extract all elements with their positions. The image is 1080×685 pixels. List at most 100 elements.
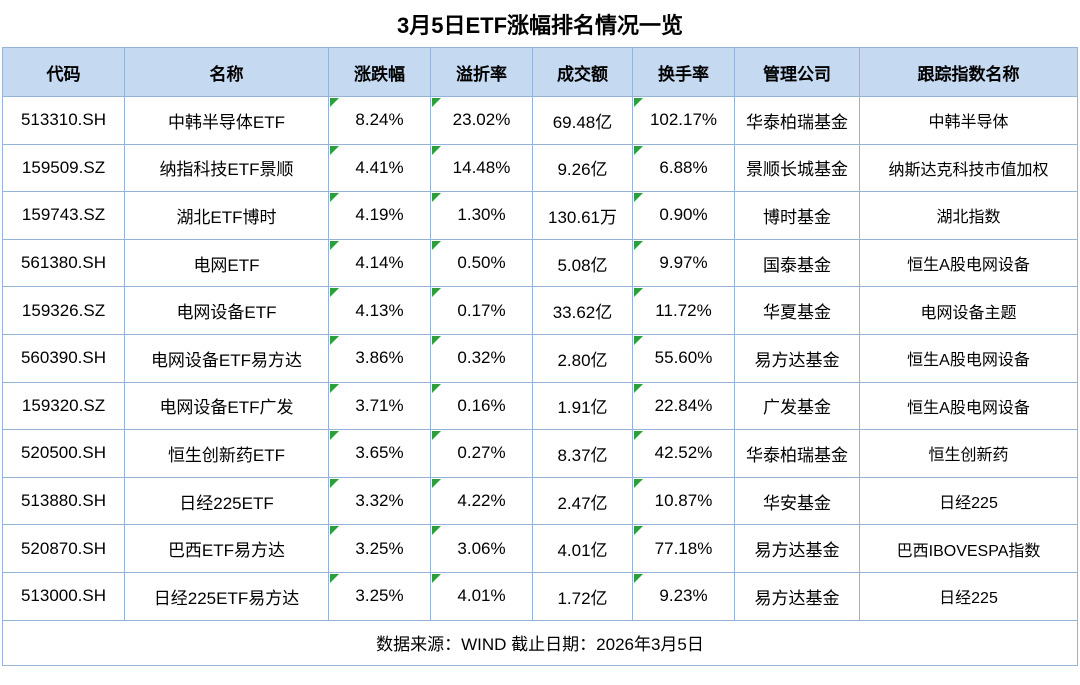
cell-change: 3.71% xyxy=(328,381,431,431)
header-cell-company: 管理公司 xyxy=(734,47,860,97)
text-format-corner-flag-icon xyxy=(634,526,643,536)
cell-turnover: 11.72% xyxy=(632,286,735,335)
cell-company: 易方达基金 xyxy=(734,333,860,383)
cell-code: 513310.SH xyxy=(2,96,125,145)
cell-name: 电网设备ETF xyxy=(124,286,329,335)
cell-code: 513000.SH xyxy=(2,571,125,621)
cell-change: 4.14% xyxy=(328,238,431,288)
cell-company: 景顺长城基金 xyxy=(734,143,860,193)
cell-code: 520870.SH xyxy=(2,524,125,573)
text-format-corner-flag-icon xyxy=(330,98,339,107)
table-row: 513000.SH 日经225ETF易方达 3.25% 4.01% 1.72亿 9.23%… xyxy=(2,571,1078,621)
text-format-corner-flag-icon xyxy=(634,573,643,583)
cell-code: 561380.SH xyxy=(2,238,125,288)
table-row: 513310.SH 中韩半导体ETF 8.24% 23.02% 69.48亿 102.17… xyxy=(2,96,1078,145)
table-row: 560390.SH 电网设备ETF易方达 3.86% 0.32% 2.80亿 55.60%… xyxy=(2,333,1078,383)
table-body: 513310.SH 中韩半导体ETF 8.24% 23.02% 69.48亿 102.17… xyxy=(2,96,1078,621)
cell-name: 电网ETF xyxy=(124,238,329,288)
cell-index: 湖北指数 xyxy=(859,191,1078,240)
text-format-corner-flag-icon xyxy=(330,573,339,583)
cell-premium: 1.30% xyxy=(430,191,533,240)
cell-company: 华泰柏瑞基金 xyxy=(734,429,860,478)
cell-change: 3.65% xyxy=(328,429,431,478)
cell-turnover: 10.87% xyxy=(632,476,735,526)
header-cell-turnover: 换手率 xyxy=(632,47,735,97)
text-format-corner-flag-icon xyxy=(330,335,339,345)
text-format-corner-flag-icon xyxy=(634,431,643,441)
table-row: 520500.SH 恒生创新药ETF 3.65% 0.27% 8.37亿 42.52% 华泰… xyxy=(2,429,1078,478)
cell-company: 易方达基金 xyxy=(734,524,860,573)
header-cell-change: 涨跌幅 xyxy=(328,47,431,97)
cell-turnover: 0.90% xyxy=(632,191,735,240)
cell-name: 电网设备ETF广发 xyxy=(124,381,329,431)
page-title: 3月5日ETF涨幅排名情况一览 xyxy=(396,12,684,38)
table-row: 561380.SH 电网ETF 4.14% 0.50% 5.08亿 9.97% 国泰基金 恒生… xyxy=(2,238,1078,288)
table-row: 159743.SZ 湖北ETF博时 4.19% 1.30% 130.61万 0.90% 博时… xyxy=(2,191,1078,240)
table-row: 520870.SH 巴西ETF易方达 3.25% 3.06% 4.01亿 77.18% 易方… xyxy=(2,524,1078,573)
cell-volume: 4.01亿 xyxy=(532,524,633,573)
cell-volume: 33.62亿 xyxy=(532,286,633,335)
header-cell-premium: 溢折率 xyxy=(430,47,533,97)
text-format-corner-flag-icon xyxy=(634,335,643,345)
text-format-corner-flag-icon xyxy=(634,193,643,203)
cell-name: 巴西ETF易方达 xyxy=(124,524,329,573)
text-format-corner-flag-icon xyxy=(432,478,441,488)
text-format-corner-flag-icon xyxy=(634,98,643,107)
header-cell-volume: 成交额 xyxy=(532,47,633,97)
cell-volume: 5.08亿 xyxy=(532,238,633,288)
cell-turnover: 77.18% xyxy=(632,524,735,573)
table-row: 159509.SZ 纳指科技ETF景顺 4.41% 14.48% 9.26亿 6.88% 景… xyxy=(2,143,1078,193)
table-row: 159326.SZ 电网设备ETF 4.13% 0.17% 33.62亿 11.72% 华夏… xyxy=(2,286,1078,335)
cell-change: 8.24% xyxy=(328,96,431,145)
cell-turnover: 9.23% xyxy=(632,571,735,621)
text-format-corner-flag-icon xyxy=(634,383,643,393)
cell-premium: 0.17% xyxy=(430,286,533,335)
cell-turnover: 9.97% xyxy=(632,238,735,288)
cell-code: 159320.SZ xyxy=(2,381,125,431)
text-format-corner-flag-icon xyxy=(634,288,643,298)
cell-volume: 1.72亿 xyxy=(532,571,633,621)
cell-company: 华泰柏瑞基金 xyxy=(734,96,860,145)
text-format-corner-flag-icon xyxy=(432,431,441,441)
cell-turnover: 42.52% xyxy=(632,429,735,478)
cell-change: 3.32% xyxy=(328,476,431,526)
text-format-corner-flag-icon xyxy=(330,288,339,298)
cell-name: 电网设备ETF易方达 xyxy=(124,333,329,383)
text-format-corner-flag-icon xyxy=(432,98,441,107)
text-format-corner-flag-icon xyxy=(432,335,441,345)
cell-change: 4.19% xyxy=(328,191,431,240)
cell-index: 恒生A股电网设备 xyxy=(859,333,1078,383)
cell-volume: 2.80亿 xyxy=(532,333,633,383)
cell-index: 日经225 xyxy=(859,476,1078,526)
cell-premium: 4.22% xyxy=(430,476,533,526)
cell-name: 中韩半导体ETF xyxy=(124,96,329,145)
cell-premium: 0.50% xyxy=(430,238,533,288)
text-format-corner-flag-icon xyxy=(330,431,339,441)
cell-code: 159743.SZ xyxy=(2,191,125,240)
cell-turnover: 102.17% xyxy=(632,96,735,145)
cell-code: 159326.SZ xyxy=(2,286,125,335)
source-note: 数据来源：WIND 截止日期：2026年3月5日 xyxy=(2,619,1078,666)
cell-turnover: 6.88% xyxy=(632,143,735,193)
text-format-corner-flag-icon xyxy=(330,526,339,536)
cell-index: 电网设备主题 xyxy=(859,286,1078,335)
cell-name: 湖北ETF博时 xyxy=(124,191,329,240)
text-format-corner-flag-icon xyxy=(330,478,339,488)
cell-name: 纳指科技ETF景顺 xyxy=(124,143,329,193)
cell-company: 易方达基金 xyxy=(734,571,860,621)
cell-change: 3.25% xyxy=(328,571,431,621)
text-format-corner-flag-icon xyxy=(330,145,339,155)
cell-index: 纳斯达克科技市值加权 xyxy=(859,143,1078,193)
text-format-corner-flag-icon xyxy=(432,240,441,250)
cell-change: 3.25% xyxy=(328,524,431,573)
cell-code: 520500.SH xyxy=(2,429,125,478)
text-format-corner-flag-icon xyxy=(432,383,441,393)
table-row: 159320.SZ 电网设备ETF广发 3.71% 0.16% 1.91亿 22.84% 广… xyxy=(2,381,1078,431)
cell-company: 华安基金 xyxy=(734,476,860,526)
text-format-corner-flag-icon xyxy=(432,288,441,298)
cell-company: 华夏基金 xyxy=(734,286,860,335)
cell-name: 日经225ETF xyxy=(124,476,329,526)
cell-premium: 14.48% xyxy=(430,143,533,193)
cell-index: 恒生A股电网设备 xyxy=(859,238,1078,288)
cell-change: 4.13% xyxy=(328,286,431,335)
